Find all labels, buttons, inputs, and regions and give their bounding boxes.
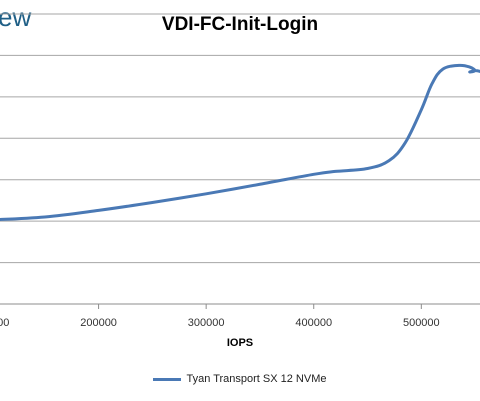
x-tick-label: 100000 (0, 317, 9, 329)
x-tick-label: 400000 (295, 317, 332, 329)
series-line (0, 63, 480, 222)
brand-logo: ew (0, 2, 32, 32)
legend: Tyan Transport SX 12 NVMe (0, 373, 480, 385)
x-axis-label: IOPS (226, 337, 254, 349)
chart-title: VDI-FC-Init-Login (161, 14, 319, 35)
legend-label: Tyan Transport SX 12 NVMe (186, 373, 327, 385)
x-tick-label: 300000 (188, 317, 225, 329)
x-tick-label: 500000 (403, 317, 440, 329)
legend-swatch (153, 377, 182, 381)
x-tick-label: 200000 (80, 317, 117, 329)
